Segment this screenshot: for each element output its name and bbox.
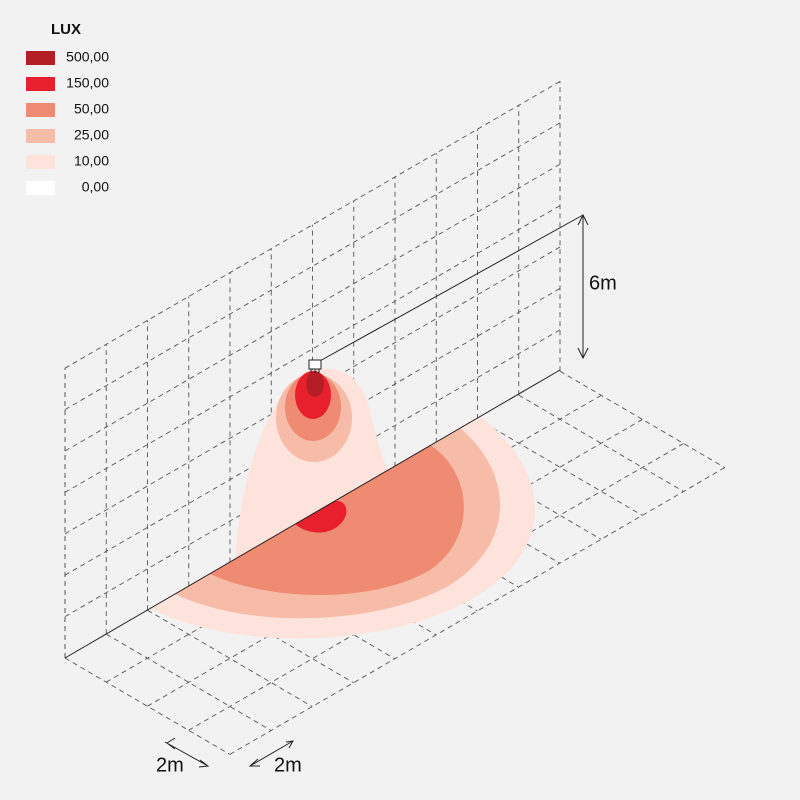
contours: [150, 368, 535, 639]
luminaire: [308, 359, 322, 373]
height-label: 6m: [589, 272, 617, 294]
legend-swatch: [26, 103, 55, 117]
legend-title: LUX: [51, 21, 81, 38]
mount-height-line: [317, 214, 584, 363]
floor-grid-line: [106, 633, 272, 731]
lux-contour: [306, 371, 324, 397]
legend-label: 25,00: [74, 127, 109, 143]
legend-swatch: [26, 77, 55, 91]
floor-grid-line: [64, 657, 231, 755]
luminaire-body: [308, 359, 322, 370]
lux-contour: [295, 500, 347, 533]
floor-grid-line: [518, 394, 684, 492]
floor-grid-line: [477, 418, 643, 516]
legend-label: 10,00: [74, 153, 109, 169]
legend-label: 0,00: [82, 179, 109, 195]
dimension-arrows: [577, 213, 589, 360]
legend-swatch: [26, 129, 55, 143]
dimension-x: [164, 737, 210, 768]
legend: 500,00 150,00 50,00 25,00 10,00 0,00: [26, 49, 109, 195]
floor-grid-line: [147, 609, 313, 707]
legend-label: 50,00: [74, 101, 109, 117]
dimension-y: [248, 740, 294, 767]
legend-swatch: [26, 181, 55, 195]
legend-label: 150,00: [66, 75, 109, 91]
grid-x-label: 2m: [156, 754, 184, 776]
height-dimension: 6m: [577, 213, 617, 360]
floor-grid-line: [559, 370, 726, 468]
grid-y-label: 2m: [274, 754, 302, 776]
legend-swatch: [26, 155, 55, 169]
grid-dimensions: 2m 2m: [156, 737, 302, 776]
legend-label: 500,00: [66, 49, 109, 65]
legend-swatch: [26, 51, 55, 65]
wall-base: [64, 369, 561, 659]
